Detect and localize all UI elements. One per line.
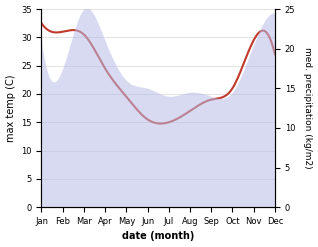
Y-axis label: med. precipitation (kg/m2): med. precipitation (kg/m2)	[303, 47, 313, 169]
X-axis label: date (month): date (month)	[122, 231, 194, 242]
Y-axis label: max temp (C): max temp (C)	[5, 74, 16, 142]
